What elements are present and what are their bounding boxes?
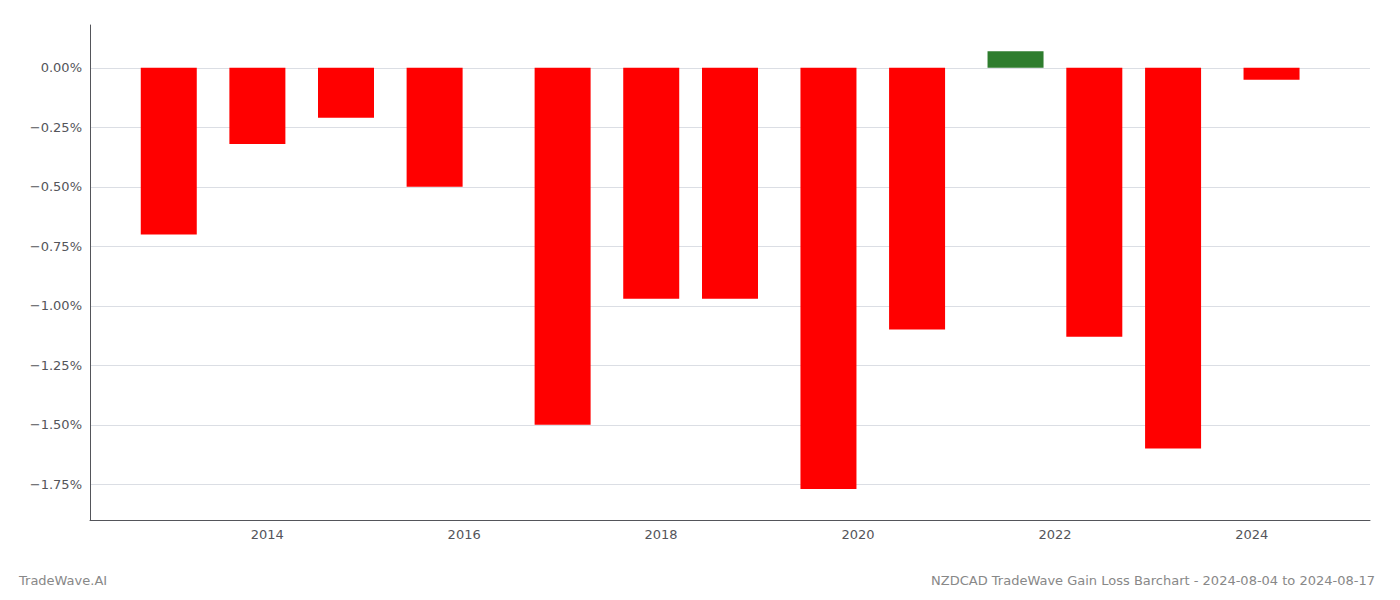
svg-text:2022: 2022 [1038, 527, 1071, 542]
svg-text:NZDCAD TradeWave Gain Loss Bar: NZDCAD TradeWave Gain Loss Barchart - 20… [931, 573, 1375, 588]
svg-text:−1.50%: −1.50% [30, 417, 82, 432]
svg-text:TradeWave.AI: TradeWave.AI [18, 573, 107, 588]
svg-text:−0.25%: −0.25% [30, 120, 82, 135]
svg-text:−1.00%: −1.00% [30, 298, 82, 313]
svg-text:0.00%: 0.00% [41, 60, 82, 75]
svg-text:2024: 2024 [1235, 527, 1268, 542]
svg-text:2016: 2016 [448, 527, 481, 542]
svg-text:−0.75%: −0.75% [30, 239, 82, 254]
svg-text:2014: 2014 [251, 527, 284, 542]
svg-text:2020: 2020 [841, 527, 874, 542]
svg-text:−0.50%: −0.50% [30, 179, 82, 194]
svg-text:2018: 2018 [645, 527, 678, 542]
svg-text:−1.25%: −1.25% [30, 358, 82, 373]
svg-text:−1.75%: −1.75% [30, 477, 82, 492]
